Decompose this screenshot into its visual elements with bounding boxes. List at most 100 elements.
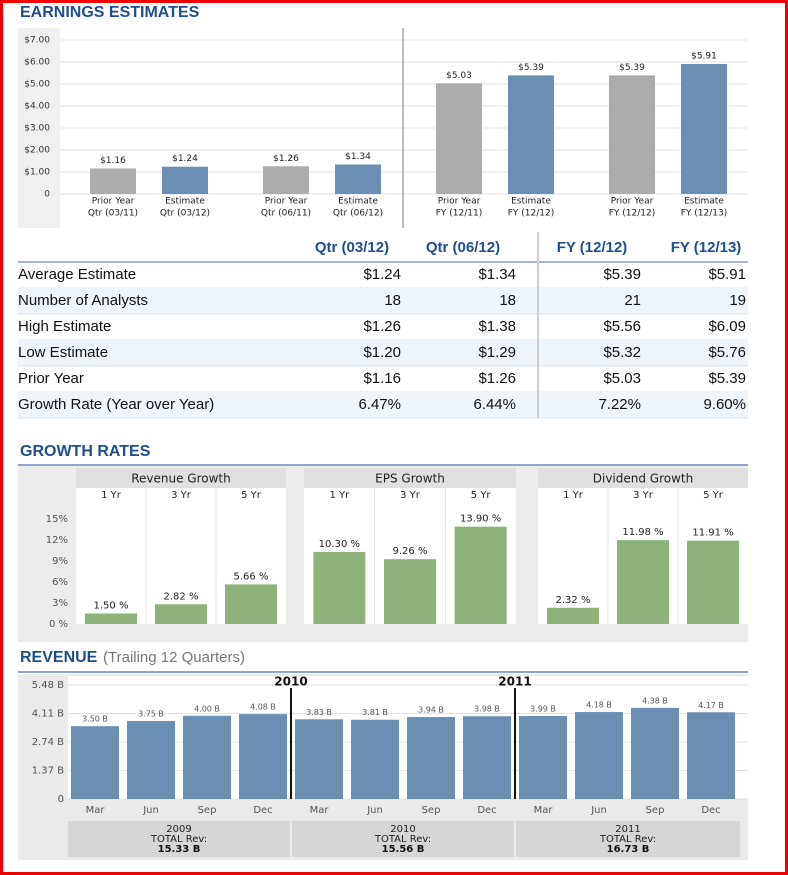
x-tick-label: FY (12/11) [436, 209, 483, 219]
bar [547, 607, 599, 624]
x-tick-label: Qtr (06/12) [333, 209, 383, 219]
panel-title: Dividend Growth [593, 472, 693, 486]
bar [313, 551, 366, 624]
panel-header [76, 468, 286, 488]
bar [617, 540, 669, 624]
value-label: 3.98 B [474, 705, 500, 714]
value-label: $5.39 [619, 63, 645, 73]
x-tick-label: FY (12/13) [681, 209, 728, 219]
total-box [292, 821, 514, 857]
section-title: GROWTH RATES [20, 443, 151, 460]
cell: $1.34 [478, 266, 516, 283]
row-band [18, 392, 748, 418]
value-label: 2.82 % [164, 591, 199, 602]
x-tick-label: Qtr (03/12) [160, 209, 210, 219]
y-tick-label: $6.00 [24, 58, 50, 68]
value-label: 11.98 % [622, 527, 663, 538]
x-tick-label: Mar [310, 805, 330, 816]
total-year: 2009 [166, 824, 191, 835]
x-tick-label: Estimate [165, 197, 205, 207]
cell: 18 [384, 292, 401, 309]
bar [681, 63, 727, 195]
value-label: 3.94 B [418, 706, 444, 715]
x-tick-label: Estimate [338, 197, 378, 207]
cell: 9.60% [703, 396, 746, 413]
cell: $5.39 [603, 266, 641, 283]
x-tick-label: Jun [142, 805, 159, 816]
bar [85, 613, 137, 624]
y-tick-label: $2.00 [24, 146, 50, 156]
panel-title: EPS Growth [375, 472, 445, 486]
value-label: 5.66 % [234, 571, 269, 582]
value-label: $5.91 [691, 51, 717, 61]
total-year: 2010 [390, 824, 415, 835]
bar [508, 75, 554, 194]
value-label: 3.50 B [82, 715, 108, 724]
row-label: Number of Analysts [18, 292, 148, 309]
cell: $6.09 [708, 318, 746, 335]
bar [155, 604, 207, 624]
value-label: 2.32 % [556, 595, 591, 606]
cell: 6.47% [358, 396, 401, 413]
value-label: $5.39 [518, 63, 544, 73]
bar [351, 719, 399, 799]
panel-title: Revenue Growth [131, 472, 231, 486]
section-title: EARNINGS ESTIMATES [20, 4, 200, 21]
bar [239, 714, 287, 799]
value-label: 4.18 B [586, 701, 612, 710]
cell: $1.20 [363, 344, 401, 361]
bar [71, 726, 119, 799]
panel-header [538, 468, 748, 488]
year-marker: 2011 [498, 675, 531, 689]
y-tick-label: 2.74 B [32, 737, 64, 748]
bar [463, 716, 511, 799]
axis-panel [18, 28, 60, 228]
cell: $5.91 [708, 266, 746, 283]
x-tick-label: Sep [422, 805, 441, 816]
cell: $5.32 [603, 344, 641, 361]
value-label: 10.30 % [319, 539, 360, 550]
x-tick-label: 3 Yr [633, 490, 654, 501]
y-tick-label: 0 [58, 794, 64, 805]
y-tick-label: $1.00 [24, 168, 50, 178]
x-tick-label: 3 Yr [400, 490, 421, 501]
bar [407, 717, 455, 799]
x-tick-label: Mar [86, 805, 106, 816]
value-label: 3.83 B [306, 708, 332, 717]
bar [263, 166, 309, 194]
row-label: Prior Year [18, 370, 84, 387]
bar [162, 166, 208, 194]
bar [436, 83, 482, 194]
row-label: Low Estimate [18, 344, 108, 361]
x-tick-label: Prior Year [438, 197, 481, 207]
cell: $1.29 [478, 344, 516, 361]
value-label: 3.75 B [138, 709, 164, 718]
x-tick-label: Qtr (03/11) [88, 209, 138, 219]
total-year: 2011 [615, 824, 640, 835]
row-band [18, 340, 748, 366]
value-label: 4.08 B [250, 703, 276, 712]
x-tick-label: 5 Yr [241, 490, 262, 501]
x-tick-label: Sep [198, 805, 217, 816]
value-label: 1.50 % [94, 601, 129, 612]
total-box [68, 821, 290, 857]
bar [225, 584, 277, 624]
row-label: High Estimate [18, 318, 111, 335]
cell: $5.39 [708, 370, 746, 387]
cell: 6.44% [473, 396, 516, 413]
column-header: Qtr (03/12) [315, 239, 389, 256]
x-tick-label: Qtr (06/11) [261, 209, 311, 219]
column-header: FY (12/13) [671, 239, 742, 256]
cell: $5.56 [603, 318, 641, 335]
value-label: 3.81 B [362, 708, 388, 717]
bar [687, 540, 739, 624]
section-subtitle: (Trailing 12 Quarters) [103, 649, 245, 666]
x-tick-label: Prior Year [92, 197, 135, 207]
x-tick-label: 1 Yr [563, 490, 584, 501]
panel-header [304, 468, 516, 488]
x-tick-label: Jun [590, 805, 607, 816]
bar [127, 720, 175, 799]
bar [183, 715, 231, 799]
x-tick-label: 5 Yr [703, 490, 724, 501]
